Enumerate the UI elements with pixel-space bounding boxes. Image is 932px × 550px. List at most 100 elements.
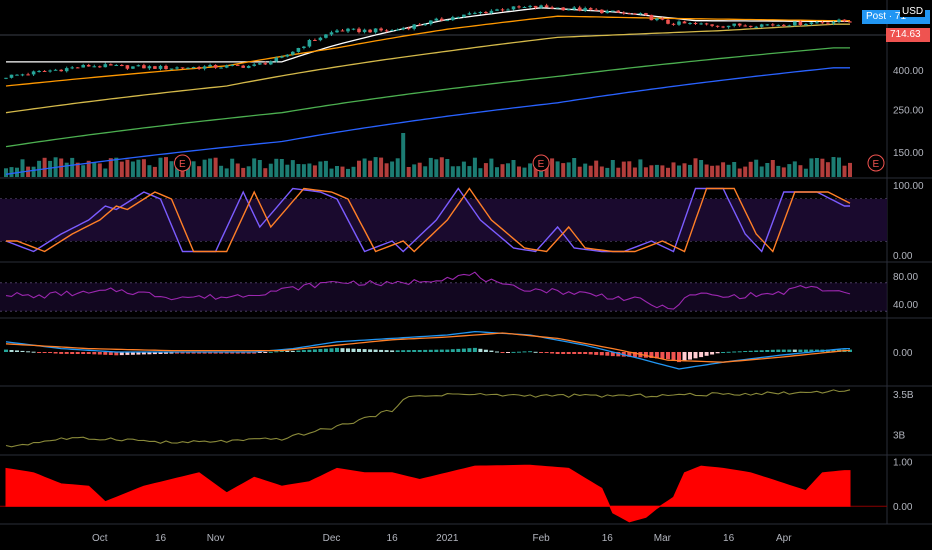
volume-bar: [743, 166, 748, 177]
ema-line-yellow: [5, 23, 850, 114]
volume-bar: [539, 166, 544, 177]
macd-histogram-bar: [759, 350, 764, 352]
macd-histogram-bar: [169, 352, 174, 354]
candle-body: [390, 30, 394, 32]
macd-histogram-bar: [434, 349, 439, 352]
macd-histogram-bar: [677, 352, 681, 363]
volume-bar: [517, 166, 521, 177]
macd-histogram-bar: [75, 352, 80, 354]
macd-histogram-bar: [70, 352, 75, 354]
volume-bar: [357, 160, 361, 177]
candle-body: [109, 64, 113, 66]
macd-histogram-bar: [114, 352, 119, 356]
earnings-marker: [867, 154, 885, 172]
macd-histogram-bar: [208, 352, 213, 354]
stochastic-d-line: [6, 187, 851, 253]
volume-bar: [103, 168, 108, 177]
x-tick-label: 16: [723, 533, 735, 544]
macd-histogram-bar: [164, 352, 168, 354]
candle-body: [633, 13, 637, 15]
candle-body: [318, 37, 323, 41]
volume-bar: [461, 161, 466, 177]
candle-body: [754, 26, 758, 28]
volume-bar: [715, 165, 720, 177]
volume-bar: [312, 165, 317, 177]
macd-histogram-bar: [86, 352, 91, 354]
candle-body: [522, 7, 527, 8]
x-tick-label: Apr: [776, 533, 792, 544]
candle-body: [4, 77, 8, 79]
macd-histogram-bar: [765, 350, 770, 352]
volume-bar: [495, 167, 499, 177]
candle-body: [726, 25, 731, 28]
candle-body: [815, 22, 819, 24]
candle-body: [37, 71, 41, 72]
ema-line-green: [5, 47, 850, 148]
candle-body: [616, 10, 621, 13]
volume-bar: [654, 164, 659, 177]
volume-bar: [632, 167, 637, 177]
volume-bar: [164, 157, 168, 177]
volume-bar: [296, 164, 301, 177]
macd-histogram-bar: [450, 349, 455, 352]
candle-body: [544, 5, 549, 8]
candle-body: [296, 48, 301, 52]
volume-bar: [721, 162, 726, 177]
candle-body: [771, 24, 775, 26]
candle-body: [782, 24, 786, 26]
candle-body: [158, 65, 163, 69]
macd-histogram-bar: [632, 352, 637, 358]
volume-bar: [224, 168, 229, 177]
macd-histogram-bar: [412, 350, 417, 352]
volume-bar: [241, 167, 246, 177]
volume-bar: [158, 157, 163, 177]
macd-y-tick-label: 0.00: [893, 348, 913, 359]
volume-bar: [627, 161, 632, 177]
currency-label[interactable]: USD: [900, 6, 926, 17]
macd-histogram-bar: [290, 350, 295, 352]
macd-histogram-bar: [605, 352, 610, 356]
volume-bar: [599, 166, 604, 177]
volume-bar: [268, 163, 273, 177]
candle-body: [765, 24, 770, 26]
candle-body: [235, 64, 240, 66]
candle-body: [517, 6, 521, 8]
correlation-area: [5, 464, 851, 523]
macd-histogram-bar: [246, 352, 251, 354]
volume-bar: [412, 164, 417, 177]
macd-histogram-bar: [572, 352, 577, 354]
volume-bar: [848, 162, 852, 177]
macd-histogram-bar: [357, 348, 361, 352]
macd-histogram-bar: [219, 352, 224, 354]
candle-body: [136, 65, 141, 67]
volume-bar: [202, 159, 207, 177]
candle-body: [26, 74, 30, 76]
ema-line-orange: [5, 15, 850, 87]
earnings-marker-label: E: [873, 159, 880, 170]
stochastic-y-tick-label: 100.00: [893, 181, 924, 192]
macd-histogram-bar: [517, 351, 521, 353]
macd-histogram-bar: [406, 350, 411, 352]
price-y-tick-label: 250.00: [893, 105, 924, 116]
candle-body: [842, 19, 847, 22]
volume-bar: [340, 166, 345, 177]
candle-body: [837, 19, 841, 22]
candle-body: [600, 9, 604, 14]
macd-histogram-bar: [274, 351, 279, 353]
volume-bar: [649, 165, 654, 177]
macd-histogram-bar: [483, 349, 488, 352]
candle-body: [715, 25, 720, 27]
volume-bar: [59, 158, 64, 177]
macd-histogram-bar: [809, 349, 814, 352]
candle-body: [660, 18, 665, 20]
candle-body: [175, 67, 179, 69]
macd-histogram-bar: [323, 348, 328, 352]
macd-histogram-bar: [318, 349, 323, 352]
candle-body: [611, 10, 615, 12]
macd-histogram-bar: [798, 349, 803, 352]
macd-histogram-bar: [682, 352, 687, 361]
candle-body: [737, 23, 742, 26]
macd-histogram-bar: [627, 352, 632, 357]
volume-bar: [434, 159, 439, 177]
